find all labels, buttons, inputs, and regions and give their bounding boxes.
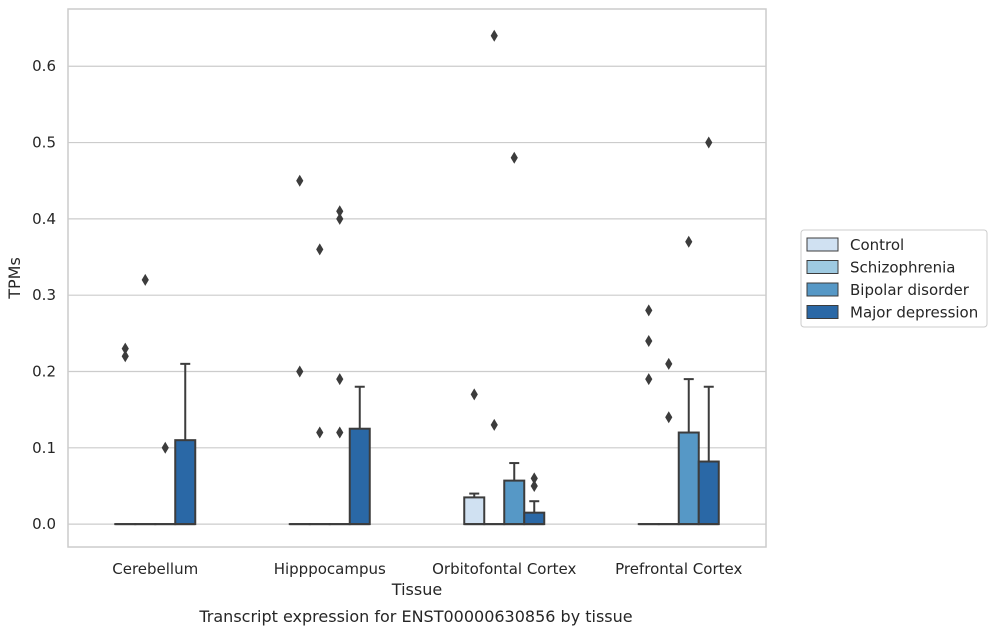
- y-axis-title: TPMs: [5, 257, 24, 300]
- outlier-point: [530, 479, 538, 492]
- outlier-point: [530, 472, 538, 485]
- outlier-point: [336, 212, 344, 225]
- box: [348, 427, 371, 526]
- box: [174, 439, 197, 526]
- legend-label: Major depression: [850, 304, 978, 322]
- y-tick-label: 0.1: [32, 439, 56, 457]
- outlier-point: [121, 350, 129, 363]
- y-tick-label: 0.0: [32, 515, 56, 533]
- legend-swatch: [806, 237, 839, 252]
- outlier-point: [705, 136, 713, 149]
- series-control: [114, 174, 660, 526]
- outlier-point: [665, 357, 673, 370]
- outlier-point: [336, 426, 344, 439]
- series-major-depression: [174, 136, 720, 526]
- outlier-point: [490, 418, 498, 431]
- legend-swatch: [806, 305, 839, 319]
- outlier-point: [296, 365, 304, 378]
- grid-lines: [68, 65, 766, 525]
- outlier-point: [121, 342, 129, 355]
- x-axis-title: Tissue: [391, 580, 442, 599]
- y-axis-ticks: 0.0 0.1 0.2 0.3 0.4 0.5 0.6: [32, 57, 56, 533]
- outlier-point: [470, 388, 478, 401]
- chart-caption: Transcript expression for ENST0000063085…: [198, 607, 632, 626]
- outlier-point: [685, 235, 693, 248]
- outlier-point: [336, 205, 344, 218]
- x-axis-ticks: Cerebellum Hipppocampus Orbitofontal Corte…: [112, 560, 742, 578]
- outlier-point: [510, 151, 518, 164]
- legend: Control Schizophrenia Bipolar disorder Majo…: [800, 229, 988, 328]
- legend-frame: [800, 229, 988, 328]
- outlier-point: [141, 273, 149, 286]
- y-tick-label: 0.6: [32, 57, 56, 75]
- y-tick-label: 0.5: [32, 134, 56, 152]
- legend-swatch: [806, 282, 839, 297]
- series-bipolar-disorder: [154, 151, 700, 526]
- legend-label: Bipolar disorder: [850, 281, 970, 299]
- outlier-point: [645, 304, 653, 317]
- box: [677, 431, 700, 526]
- x-tick-label: Cerebellum: [112, 560, 198, 578]
- box-plot-series: [114, 29, 720, 526]
- box: [463, 496, 486, 526]
- box: [697, 460, 720, 526]
- box: [503, 479, 526, 526]
- x-tick-label: Orbitofontal Cortex: [432, 560, 576, 578]
- legend-swatch: [806, 260, 839, 274]
- outlier-point: [296, 174, 304, 187]
- outlier-point: [665, 411, 673, 424]
- series-schizophrenia: [134, 29, 680, 526]
- outlier-point: [316, 426, 324, 439]
- x-tick-label: Prefrontal Cortex: [615, 560, 742, 578]
- outlier-point: [336, 373, 344, 386]
- x-tick-label: Hipppocampus: [274, 560, 386, 578]
- box: [523, 511, 546, 526]
- plot-frame: [67, 8, 767, 548]
- legend-label: Control: [850, 236, 904, 254]
- y-tick-label: 0.4: [32, 210, 56, 228]
- legend-label: Schizophrenia: [850, 259, 955, 277]
- outlier-point: [161, 441, 169, 454]
- outlier-point: [316, 243, 324, 256]
- outlier-point: [645, 334, 653, 347]
- outlier-point: [645, 373, 653, 386]
- y-tick-label: 0.3: [32, 286, 56, 304]
- outlier-point: [490, 29, 498, 42]
- y-tick-label: 0.2: [32, 362, 56, 380]
